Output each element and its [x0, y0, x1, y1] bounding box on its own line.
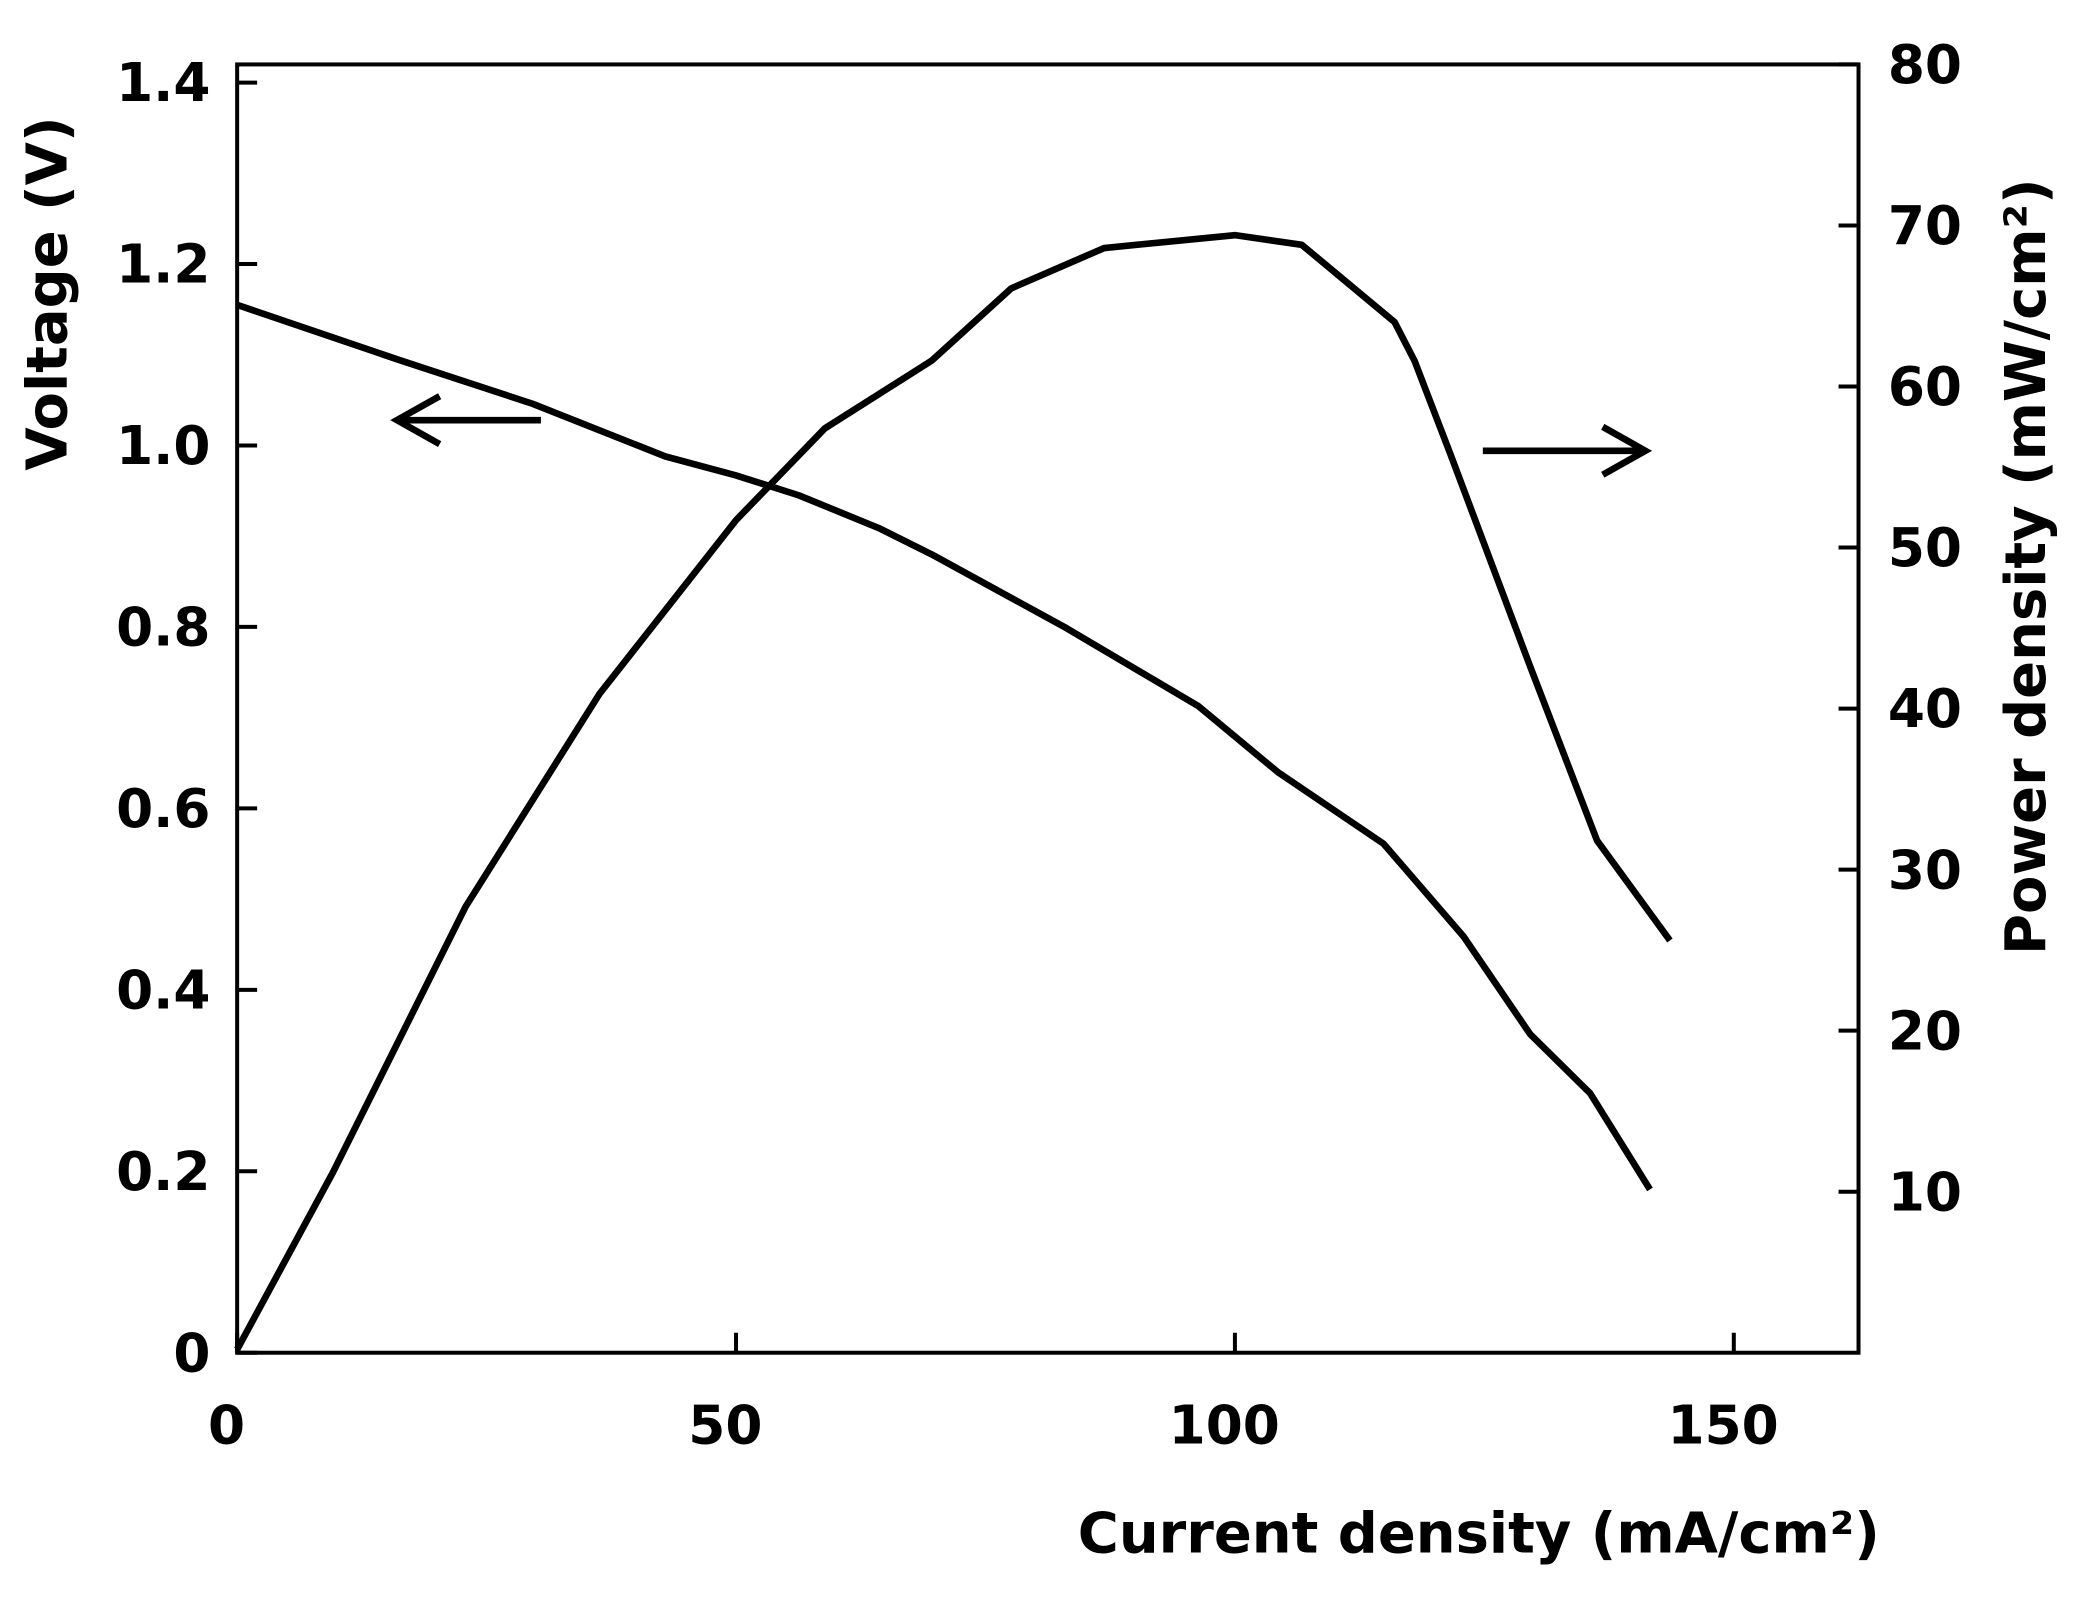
y2-tick-label: 70 [1888, 195, 1962, 257]
y-tick-label: 0 [173, 1322, 210, 1384]
x-tick-label: 50 [688, 1394, 762, 1456]
y2-axis-title: Power density (mW/cm²) [1994, 178, 2059, 955]
y2-tick-label: 50 [1888, 517, 1962, 579]
y-tick-label: 0.8 [116, 597, 210, 659]
y-tick-label: 1.0 [116, 415, 210, 477]
plot-frame [235, 62, 1861, 1355]
right-arrow [1482, 423, 1653, 478]
x-tick-label: 150 [1668, 1394, 1779, 1456]
y-axis-title: Voltage (V) [16, 116, 81, 470]
y2-tick-label: 60 [1888, 356, 1962, 418]
x-axis-title: Current density (mA/cm²) [1078, 1502, 1880, 1567]
y-tick-label: 1.4 [116, 52, 210, 114]
y2-tick-label: 10 [1888, 1161, 1962, 1223]
y-tick-label: 0.4 [116, 959, 210, 1021]
y2-tick-label: 80 [1888, 34, 1962, 96]
y-tick-label: 0.2 [116, 1141, 210, 1203]
y2-tick-label: 30 [1888, 839, 1962, 901]
y2-tick-label: 20 [1888, 1000, 1962, 1062]
line-series [234, 231, 1673, 1352]
line-series [236, 301, 1653, 1192]
x-tick-label: 100 [1169, 1394, 1280, 1456]
y-tick-label: 0.6 [116, 778, 210, 840]
x-tick-label: 0 [208, 1394, 245, 1456]
left-arrow [390, 393, 541, 448]
y2-tick-label: 40 [1888, 678, 1962, 740]
y-tick-label: 1.2 [116, 234, 210, 296]
